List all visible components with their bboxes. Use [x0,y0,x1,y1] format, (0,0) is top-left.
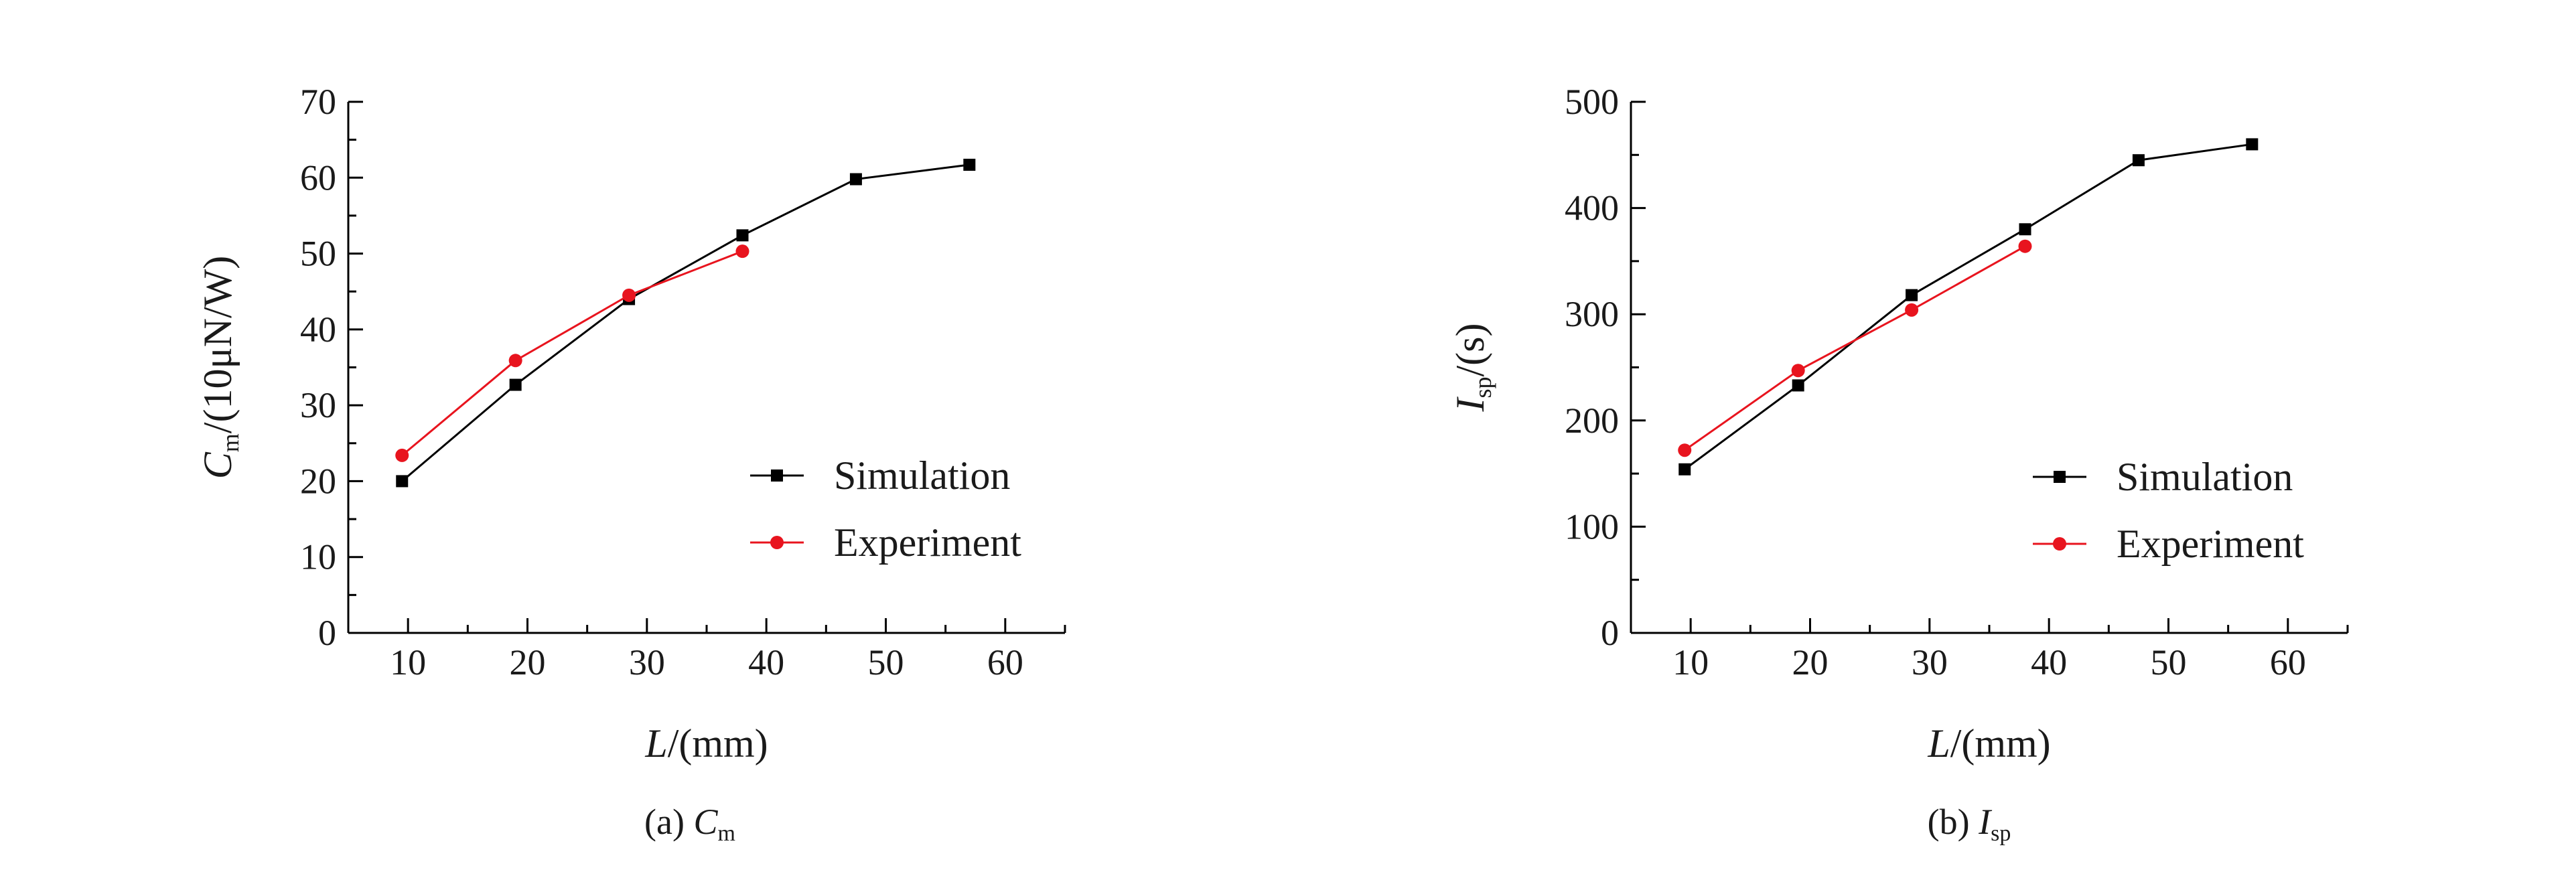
series-line-simulation [401,163,970,482]
data-point-experiment [1791,364,1805,378]
x-tick-label: 20 [510,642,546,682]
legend-marker-circle [770,536,784,549]
data-point-simulation [736,229,749,242]
series-line-experiment [401,250,743,457]
x-tick-label: 50 [2151,642,2187,682]
y-tick-label: 50 [300,234,336,274]
data-point-simulation [1792,379,1804,392]
data-point-simulation [396,475,409,488]
x-tick-label: 10 [1672,642,1709,682]
x-tick-label: 30 [1912,642,1948,682]
y-tick-label: 70 [300,82,336,122]
y-tick-label: 0 [318,613,336,653]
y-tick-label: 300 [1565,294,1619,334]
series-line-experiment [1684,245,2026,451]
data-point-experiment [735,244,749,259]
x-tick-label: 10 [390,642,426,682]
y-tick-label: 0 [1601,613,1619,653]
x-tick-label: 60 [987,642,1023,682]
data-point-simulation [2132,154,2145,167]
legend-label: Simulation [834,453,1010,498]
x-axis-label: L/(mm) [644,721,768,766]
chart-panel-a: 10 20 30 40 50 60 0 10 20 30 40 50 60 70 L/(mm) Cm/(10μ… [196,82,1066,846]
legend-label: Experiment [834,520,1021,565]
x-tick-label: 50 [868,642,904,682]
y-tick-label: 400 [1565,188,1619,228]
y-tick-label: 500 [1565,82,1619,122]
legend-marker-square [2054,471,2066,483]
y-tick-label: 20 [300,461,336,501]
data-point-experiment [2018,239,2032,253]
series-line-simulation [1684,143,2252,470]
data-point-simulation [1678,463,1691,476]
x-tick-label: 40 [748,642,784,682]
data-point-simulation [2019,223,2031,236]
x-tick-label: 40 [2031,642,2067,682]
panel-caption: (b) Isp [1928,802,2011,846]
data-point-experiment [508,354,522,368]
data-point-simulation [849,173,862,186]
data-point-simulation [1906,289,1918,301]
data-point-simulation [2246,138,2259,151]
legend-marker-square [771,469,783,482]
data-point-experiment [1905,303,1919,317]
panel-caption: (a) Cm [644,802,735,846]
data-point-experiment [1678,443,1692,457]
y-axis-label: Cm/(10μN/W) [196,256,244,479]
data-point-experiment [395,448,409,462]
data-point-simulation [963,159,976,171]
y-tick-label: 30 [300,385,336,425]
y-axis-label: Isp/(s) [1448,323,1496,413]
chart-panel-b: 10 20 30 40 50 60 0 100 200 300 400 500 L/(mm) Isp/(s… [1448,82,2349,846]
x-tick-label: 30 [629,642,665,682]
data-point-simulation [509,378,522,391]
legend-marker-circle [2053,537,2066,551]
legend-label: Simulation [2117,455,2293,499]
y-tick-label: 40 [300,309,336,350]
x-tick-label: 60 [2270,642,2306,682]
x-axis-label: L/(mm) [1927,721,2050,766]
y-tick-label: 10 [300,537,336,577]
data-point-experiment [622,288,636,302]
y-tick-label: 100 [1565,506,1619,547]
y-tick-label: 60 [300,157,336,198]
legend-label: Experiment [2117,522,2304,566]
x-tick-label: 20 [1792,642,1829,682]
y-tick-label: 200 [1565,401,1619,441]
